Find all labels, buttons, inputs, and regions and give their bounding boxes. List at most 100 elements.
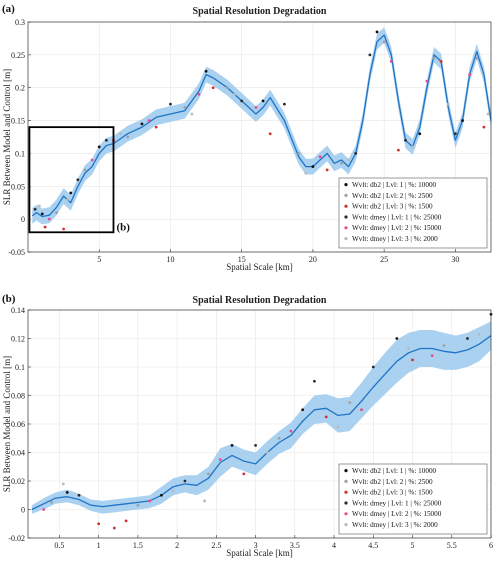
- data-point-series-2: [55, 211, 58, 214]
- x-tick-label: 1.5: [133, 541, 143, 550]
- legend: Wvlt: db2 | Lvl: 1 | %: 10000 Wvlt: db2 |…: [338, 463, 488, 535]
- legend-marker: [344, 226, 348, 230]
- data-point-series-3: [482, 125, 486, 129]
- legend-entry: Wvlt: db2 | Lvl: 2 | %: 2500: [352, 478, 433, 486]
- data-point-series-1: [311, 165, 315, 168]
- data-point-series-6: [233, 92, 236, 96]
- data-point-series-3: [97, 522, 101, 526]
- y-tick-label: 0.1: [15, 363, 25, 372]
- inset-box-label: (b): [116, 221, 130, 233]
- chart-title: Spatial Resolution Degradation: [193, 295, 327, 306]
- data-point-series-1: [65, 491, 69, 494]
- x-tick-label: 5.5: [447, 541, 457, 550]
- data-point-series-5: [430, 354, 434, 357]
- legend-marker: [344, 183, 348, 187]
- data-point-series-3: [411, 358, 414, 362]
- data-point-series-4: [254, 443, 257, 447]
- data-point-series-6: [61, 482, 65, 486]
- data-point-series-4: [104, 138, 108, 142]
- data-point-series-6: [171, 489, 175, 493]
- data-point-series-3: [211, 86, 215, 90]
- legend-marker: [344, 469, 348, 473]
- data-point-series-5: [42, 508, 46, 511]
- data-point-series-1: [204, 69, 208, 73]
- data-point-series-3: [62, 227, 66, 231]
- legend-entry: Wvlt: db2 | Lvl: 3 | %: 1500: [352, 489, 433, 497]
- y-tick-label: 0.1: [15, 149, 25, 158]
- data-point-series-4: [33, 207, 37, 211]
- data-point-series-3: [43, 225, 47, 229]
- confidence-band: [31, 321, 492, 514]
- data-point-series-1: [301, 408, 305, 412]
- data-point-series-2: [340, 161, 343, 165]
- y-tick-label: 0.15: [11, 117, 25, 126]
- plot-frame: [27, 21, 492, 253]
- data-point-series-1: [395, 337, 399, 340]
- panel-label: (b): [2, 293, 16, 305]
- x-tick-label: 25: [380, 255, 388, 264]
- legend-marker: [344, 512, 348, 516]
- data-point-series-1: [69, 191, 73, 195]
- x-tick-label: 3: [254, 541, 258, 550]
- x-axis-label: Spatial Scale [km]: [226, 548, 292, 558]
- data-point-series-6: [411, 145, 415, 149]
- legend-entry: Wvlt: dmey | Lvl: 1 | %: 25000: [352, 213, 442, 221]
- data-point-series-5: [318, 155, 322, 159]
- data-point-series-5: [389, 60, 393, 63]
- data-point-series-2: [277, 436, 281, 440]
- data-point-series-6: [66, 198, 70, 201]
- data-point-series-6: [203, 499, 206, 503]
- y-tick-label: 0.02: [11, 477, 25, 486]
- legend-marker: [344, 204, 348, 208]
- data-point-series-3: [397, 148, 400, 152]
- x-tick-label: 5: [97, 255, 101, 264]
- data-point-series-5: [218, 458, 222, 462]
- legend-marker: [344, 523, 348, 527]
- data-point-series-6: [265, 451, 269, 454]
- y-tick-label: -0.05: [8, 248, 25, 257]
- fit-line: [31, 34, 492, 218]
- data-point-series-2: [442, 344, 446, 348]
- x-tick-label: 5: [411, 541, 415, 550]
- data-point-series-3: [154, 125, 158, 129]
- legend-marker: [344, 215, 348, 219]
- data-point-series-4: [240, 99, 244, 103]
- legend-entry: Wvlt: dmey | Lvl: 2 | %: 15000: [352, 224, 442, 232]
- y-axis-label: SLR Between Model and Control [m]: [2, 69, 12, 205]
- legend-entry: Wvlt: dmey | Lvl: 3 | %: 2000: [352, 235, 438, 243]
- data-point-series-4: [354, 152, 358, 155]
- data-point-series-1: [375, 30, 379, 34]
- data-point-series-4: [283, 102, 286, 106]
- data-point-series-4: [313, 379, 316, 383]
- data-point-series-3: [268, 132, 272, 136]
- legend-entry: Wvlt: dmey | Lvl: 2 | %: 15000: [352, 510, 442, 518]
- data-point-series-2: [126, 135, 130, 139]
- data-point-series-5: [147, 119, 151, 122]
- x-axis-label: Spatial Scale [km]: [226, 262, 292, 272]
- panel-label: (a): [2, 3, 15, 15]
- x-tick-label: 4.5: [368, 541, 378, 550]
- data-point-series-2: [432, 56, 436, 60]
- x-tick-label: 0.5: [54, 541, 64, 550]
- data-point-series-5: [254, 106, 258, 109]
- data-point-series-4: [404, 138, 407, 142]
- y-tick-label: 0.05: [11, 182, 25, 191]
- data-point-series-5: [360, 408, 363, 412]
- fit-line: [31, 335, 492, 511]
- data-point-series-4: [183, 479, 187, 483]
- legend-marker: [344, 490, 348, 494]
- data-point-series-2: [382, 40, 386, 44]
- data-point-series-3: [112, 526, 116, 530]
- y-tick-label: 0.25: [11, 51, 25, 60]
- y-tick-label: 0.3: [15, 18, 25, 27]
- data-point-series-6: [477, 332, 481, 336]
- data-point-series-4: [77, 493, 81, 497]
- data-point-series-2: [226, 86, 229, 90]
- data-point-series-6: [190, 112, 194, 116]
- data-point-series-6: [336, 425, 340, 429]
- data-point-series-4: [453, 132, 457, 136]
- legend-marker: [344, 479, 348, 483]
- data-point-series-1: [418, 132, 422, 136]
- data-point-series-2: [475, 56, 479, 60]
- x-tick-label: 3.5: [290, 541, 300, 550]
